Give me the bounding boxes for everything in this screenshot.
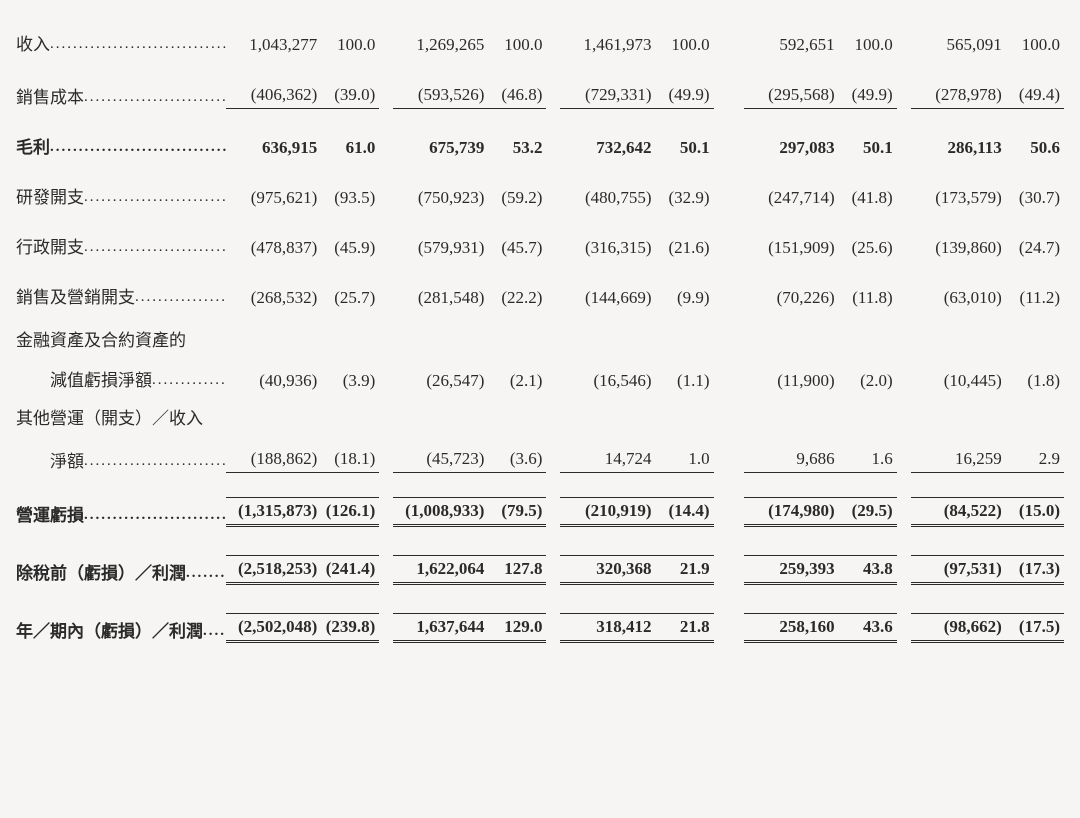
label-admin: 行政開支 — [16, 237, 84, 259]
row-revenue: 收入......................................… — [16, 20, 1064, 70]
label-other1: 其他營運（開支）／收入 — [16, 408, 203, 430]
label-gross: 毛利 — [16, 137, 50, 159]
label-net: 年／期內（虧損）／利潤 — [16, 621, 203, 643]
label-impair2: 減值虧損淨額 — [16, 370, 152, 392]
row-gross: 毛利......................................… — [16, 123, 1064, 173]
label-pretax: 除稅前（虧損）／利潤 — [16, 563, 186, 585]
label-rd: 研發開支 — [16, 187, 84, 209]
row-net: 年／期內（虧損）／利潤.............................… — [16, 599, 1064, 657]
row-other2: 淨額......................................… — [16, 438, 1064, 483]
label-oploss: 營運虧損 — [16, 505, 84, 527]
financial-table: 收入......................................… — [16, 20, 1064, 657]
label-other2: 淨額 — [16, 451, 84, 473]
row-impair2: 減值虧損淨額..................................… — [16, 360, 1064, 402]
row-admin: 行政開支....................................… — [16, 223, 1064, 273]
label-selling: 銷售及營銷開支 — [16, 287, 135, 309]
label-impair1: 金融資產及合約資產的 — [16, 330, 186, 352]
row-selling: 銷售及營銷開支.................................… — [16, 273, 1064, 323]
row-other1: 其他營運（開支）／收入 — [16, 402, 1064, 438]
label-cos: 銷售成本 — [16, 87, 84, 109]
row-pretax: 除稅前（虧損）／利潤..............................… — [16, 541, 1064, 599]
row-oploss: 營運虧損....................................… — [16, 483, 1064, 541]
row-rd: 研發開支....................................… — [16, 173, 1064, 223]
row-impair1: 金融資產及合約資產的 — [16, 324, 1064, 360]
row-cos: 銷售成本....................................… — [16, 70, 1064, 123]
label-revenue: 收入 — [16, 34, 50, 56]
